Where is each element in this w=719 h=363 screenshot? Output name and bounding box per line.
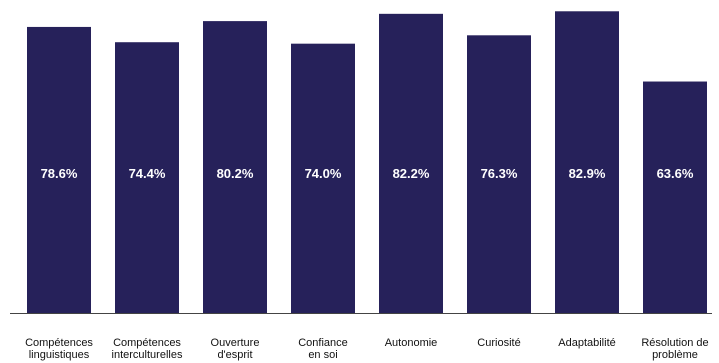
category-label-3: Confiance en soi — [298, 337, 348, 361]
bar-value-label-0: 78.6% — [41, 166, 78, 181]
category-label-line: problème — [652, 349, 698, 361]
bar-value-label-2: 80.2% — [217, 166, 254, 181]
bar-value-label-5: 76.3% — [481, 166, 518, 181]
bar-1 — [115, 42, 179, 314]
bar-3 — [291, 43, 355, 314]
category-label-line: Compétences — [25, 337, 93, 349]
category-label-4: Autonomie — [385, 337, 438, 349]
category-label-line: Adaptabilité — [558, 337, 616, 349]
category-label-1: Compétences interculturelles — [112, 337, 183, 361]
bar-0 — [27, 26, 91, 314]
bar-7 — [643, 81, 707, 314]
category-label-line: linguistiques — [29, 349, 90, 361]
category-label-5: Curiosité — [477, 337, 520, 349]
bar-value-label-4: 82.2% — [393, 166, 430, 181]
category-label-line: en soi — [308, 349, 337, 361]
category-label-line: Résolution de — [641, 337, 708, 349]
category-label-line: interculturelles — [112, 349, 183, 361]
category-label-2: Ouverture d'esprit — [211, 337, 260, 361]
category-label-line: Curiosité — [477, 337, 520, 349]
bar-2 — [203, 21, 267, 313]
bar-value-label-6: 82.9% — [569, 166, 606, 181]
category-label-line: d'esprit — [217, 349, 252, 361]
bar-value-label-3: 74.0% — [305, 166, 342, 181]
category-label-line: Autonomie — [385, 337, 438, 349]
bar-value-label-7: 63.6% — [657, 166, 694, 181]
category-label-7: Résolution de problème — [641, 337, 708, 361]
bar-value-label-1: 74.4% — [129, 166, 166, 181]
bars-group: 78.6% 74.4% 80.2% 74.0% 82.2% 76.3% 82.9% 63.6% — [27, 11, 707, 314]
category-label-6: Adaptabilité — [558, 337, 616, 349]
category-label-line: Ouverture — [211, 337, 260, 349]
bar-6 — [555, 11, 619, 313]
category-label-line: Compétences — [113, 337, 181, 349]
bar-5 — [467, 35, 531, 313]
category-label-line: Confiance — [298, 337, 348, 349]
category-label-0: Compétences linguistiques — [25, 337, 93, 361]
bar-4 — [379, 13, 443, 314]
